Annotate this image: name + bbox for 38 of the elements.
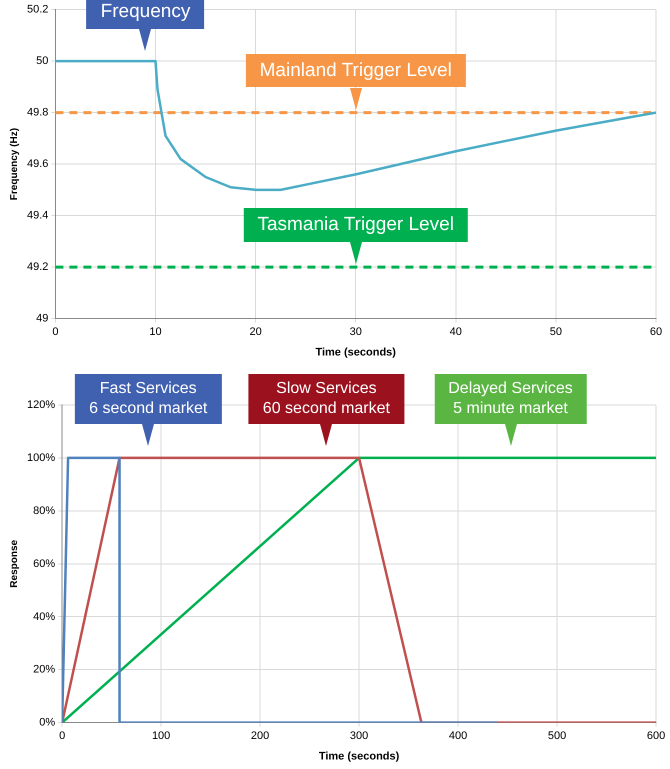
x-tick-label: 60 <box>650 326 662 338</box>
ref-line-label: Tasmania Trigger Level <box>257 213 454 237</box>
y-tick-label: 50.2 <box>26 4 48 16</box>
y-tick-label: 50 <box>36 55 48 68</box>
y-tick-label: 80% <box>33 504 56 517</box>
y-tick-label: 49.2 <box>26 261 48 274</box>
x-tick-label: 10 <box>149 326 162 338</box>
x-tick-label: 30 <box>350 326 362 338</box>
x-tick-label: 0 <box>59 730 66 742</box>
y-tick-label: 0% <box>39 716 56 729</box>
y-tick-label: 60% <box>33 558 56 570</box>
x-tick-label: 40 <box>450 326 462 338</box>
x-tick-label: 100 <box>152 730 170 742</box>
x-tick-label: 50 <box>550 326 562 338</box>
annotation: Fast Services 6 second market <box>89 379 208 420</box>
y-axis-title: Response <box>8 539 20 588</box>
x-tick-label: 500 <box>548 730 566 742</box>
y-axis-title: Frequency (Hz) <box>8 128 20 200</box>
y-tick-label: 20% <box>33 664 56 676</box>
y-tick-label: 49.6 <box>26 158 48 170</box>
y-tick-label: 120% <box>26 399 56 412</box>
x-tick-label: 20 <box>249 326 262 338</box>
annotation: Slow Services 60 second market <box>262 379 390 420</box>
annotation: Frequency <box>100 0 190 24</box>
x-tick-label: 200 <box>250 730 270 742</box>
y-tick-label: 40% <box>33 610 56 623</box>
y-tick-label: 100% <box>26 452 56 464</box>
y-tick-label: 49 <box>36 312 48 325</box>
annotation: Delayed Services 5 minute market <box>448 379 573 420</box>
x-axis-title: Time (seconds) <box>315 346 396 358</box>
x-tick-label: 600 <box>646 730 666 742</box>
y-tick-label: 49.4 <box>26 210 48 222</box>
ref-line-label: Mainland Trigger Level <box>260 58 452 82</box>
y-tick-label: 49.8 <box>26 106 48 119</box>
x-tick-label: 400 <box>448 730 468 742</box>
x-tick-label: 0 <box>52 326 58 338</box>
x-axis-title: Time (seconds) <box>318 750 400 762</box>
x-tick-label: 300 <box>350 730 368 742</box>
